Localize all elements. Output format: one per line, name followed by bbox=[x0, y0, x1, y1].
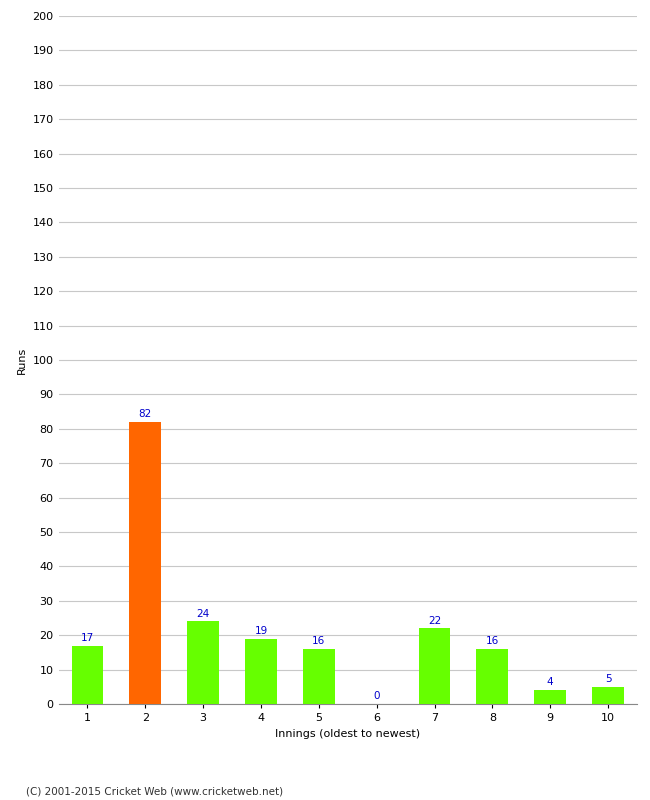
Bar bbox=[419, 628, 450, 704]
Bar bbox=[303, 649, 335, 704]
Bar bbox=[129, 422, 161, 704]
Bar bbox=[187, 622, 219, 704]
Bar bbox=[245, 638, 277, 704]
Text: 5: 5 bbox=[604, 674, 612, 684]
Text: 19: 19 bbox=[254, 626, 268, 636]
Text: 17: 17 bbox=[81, 633, 94, 642]
Text: 16: 16 bbox=[312, 636, 326, 646]
Bar bbox=[534, 690, 566, 704]
Text: 82: 82 bbox=[138, 409, 152, 419]
Text: 16: 16 bbox=[486, 636, 499, 646]
Text: 0: 0 bbox=[373, 691, 380, 702]
Text: (C) 2001-2015 Cricket Web (www.cricketweb.net): (C) 2001-2015 Cricket Web (www.cricketwe… bbox=[26, 786, 283, 796]
Bar bbox=[476, 649, 508, 704]
Text: 24: 24 bbox=[196, 609, 210, 618]
Text: 22: 22 bbox=[428, 615, 441, 626]
X-axis label: Innings (oldest to newest): Innings (oldest to newest) bbox=[275, 729, 421, 738]
Text: 4: 4 bbox=[547, 678, 554, 687]
Bar bbox=[72, 646, 103, 704]
Bar bbox=[592, 686, 624, 704]
Y-axis label: Runs: Runs bbox=[17, 346, 27, 374]
